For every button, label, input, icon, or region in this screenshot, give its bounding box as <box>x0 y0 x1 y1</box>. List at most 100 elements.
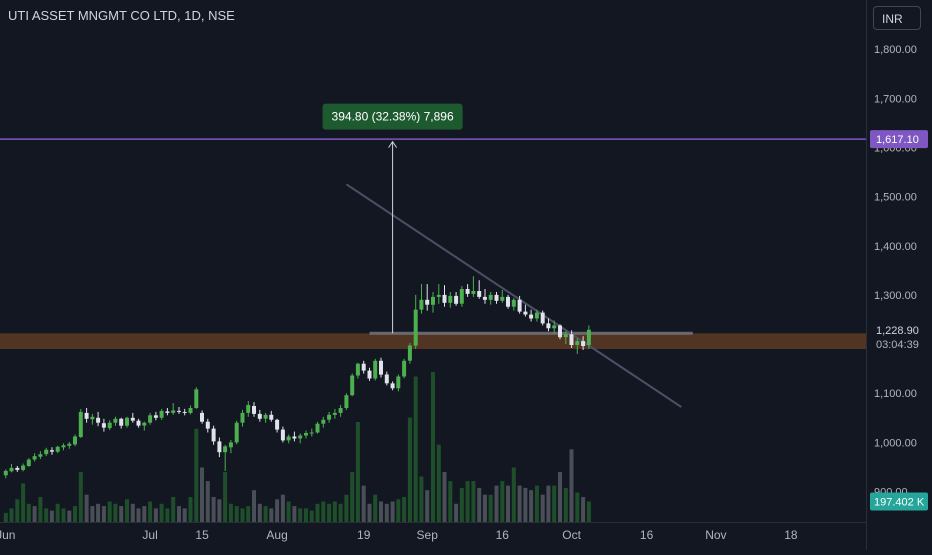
candle[interactable] <box>55 446 60 452</box>
candle[interactable] <box>188 408 193 413</box>
candle[interactable] <box>171 410 176 413</box>
candle[interactable] <box>471 291 476 294</box>
candle[interactable] <box>506 296 510 307</box>
candle[interactable] <box>575 341 580 345</box>
candle[interactable] <box>338 408 343 413</box>
candle[interactable] <box>148 415 153 423</box>
candle[interactable] <box>586 329 591 345</box>
candle[interactable] <box>546 323 551 329</box>
candle[interactable] <box>413 309 418 346</box>
candle[interactable] <box>511 299 516 307</box>
candle[interactable] <box>581 341 586 346</box>
candle[interactable] <box>32 456 37 460</box>
candle[interactable] <box>165 411 170 413</box>
candle[interactable] <box>113 418 118 423</box>
candle[interactable] <box>177 410 181 412</box>
candle[interactable] <box>67 443 72 446</box>
candle[interactable] <box>540 312 545 324</box>
candle[interactable] <box>78 411 83 437</box>
candle[interactable] <box>407 345 412 361</box>
candles[interactable] <box>3 276 591 479</box>
currency-button[interactable]: INR <box>873 6 921 30</box>
candle[interactable] <box>367 370 372 379</box>
candle[interactable] <box>563 334 568 338</box>
candle[interactable] <box>61 445 66 448</box>
candle[interactable] <box>130 417 135 421</box>
candle[interactable] <box>390 383 395 389</box>
candle[interactable] <box>280 429 285 441</box>
candle[interactable] <box>9 467 14 472</box>
candle[interactable] <box>217 441 222 453</box>
candle[interactable] <box>252 406 256 414</box>
candle[interactable] <box>21 465 26 470</box>
candle[interactable] <box>90 416 95 420</box>
candle[interactable] <box>552 325 557 329</box>
candle[interactable] <box>200 412 204 422</box>
candle[interactable] <box>211 428 216 442</box>
candle[interactable] <box>182 411 187 413</box>
candle[interactable] <box>26 459 31 466</box>
support-zone-band[interactable] <box>0 333 866 349</box>
candle[interactable] <box>355 363 360 376</box>
candle[interactable] <box>269 414 274 420</box>
candle[interactable] <box>223 446 228 453</box>
candle[interactable] <box>3 470 8 476</box>
candle[interactable] <box>119 418 124 426</box>
candle[interactable] <box>488 294 493 300</box>
candle[interactable] <box>442 294 447 303</box>
candle[interactable] <box>517 299 522 312</box>
candle[interactable] <box>500 296 505 301</box>
drawings[interactable]: 394.80 (32.38%) 7,896 <box>0 103 866 408</box>
candle[interactable] <box>153 415 158 418</box>
candle[interactable] <box>327 414 332 420</box>
candle[interactable] <box>49 450 54 452</box>
time-axis[interactable]: Jun Jul 15 Aug 19 Sep 16 Oct 16 Nov 18 <box>0 528 798 542</box>
candle[interactable] <box>292 436 297 439</box>
candle[interactable] <box>569 334 574 345</box>
candle[interactable] <box>534 312 539 319</box>
candle[interactable] <box>448 295 453 303</box>
candle[interactable] <box>84 412 89 419</box>
candle[interactable] <box>454 295 459 304</box>
support-zone[interactable] <box>0 333 866 349</box>
candle[interactable] <box>384 374 389 384</box>
candle[interactable] <box>436 294 441 297</box>
candle[interactable] <box>194 389 199 408</box>
candle[interactable] <box>240 412 245 423</box>
candle[interactable] <box>482 296 487 300</box>
candle[interactable] <box>494 294 499 301</box>
candle[interactable] <box>73 436 77 445</box>
candle[interactable] <box>431 296 435 305</box>
candle[interactable] <box>373 360 378 379</box>
candle[interactable] <box>263 414 268 419</box>
candle[interactable] <box>344 395 349 408</box>
candle[interactable] <box>304 433 308 436</box>
candle[interactable] <box>315 423 320 433</box>
measure-label-box[interactable] <box>322 103 463 130</box>
candle[interactable] <box>396 376 401 389</box>
candle[interactable] <box>523 311 528 315</box>
candle[interactable] <box>402 360 407 377</box>
candle[interactable] <box>275 419 280 430</box>
candle[interactable] <box>298 435 303 439</box>
candle[interactable] <box>101 423 106 428</box>
candle[interactable] <box>558 325 562 338</box>
candle[interactable] <box>96 417 101 423</box>
candle[interactable] <box>286 436 291 441</box>
candle[interactable] <box>205 421 210 429</box>
candle[interactable] <box>228 442 233 448</box>
candle[interactable] <box>529 314 534 319</box>
candle[interactable] <box>246 405 251 413</box>
candle[interactable] <box>321 419 326 424</box>
candle[interactable] <box>136 420 141 426</box>
candle[interactable] <box>44 449 49 455</box>
candle[interactable] <box>465 289 470 294</box>
candle[interactable] <box>419 299 424 310</box>
candle[interactable] <box>309 432 314 434</box>
candle[interactable] <box>425 299 430 305</box>
candle[interactable] <box>379 360 383 375</box>
trendline[interactable] <box>345 183 682 408</box>
candle[interactable] <box>38 454 43 457</box>
